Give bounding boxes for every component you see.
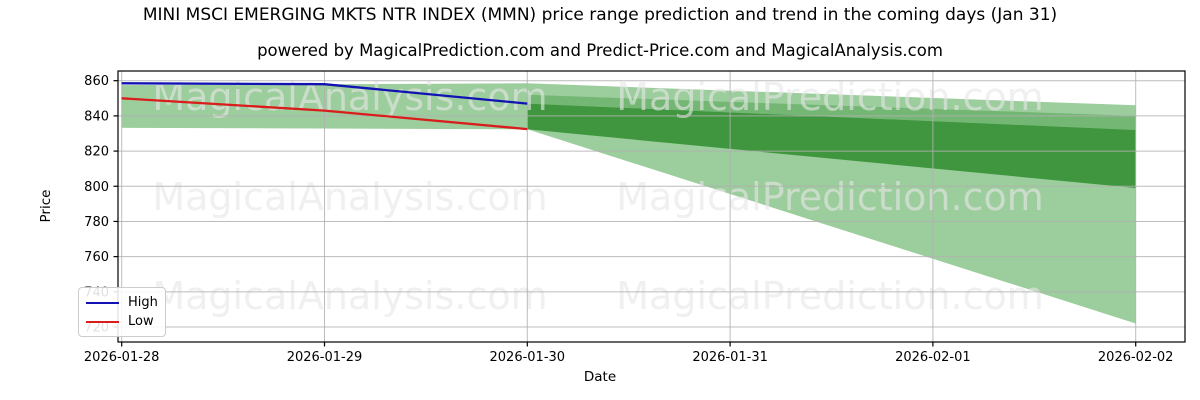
watermark-right: MagicalPrediction.com (616, 75, 1044, 119)
y-tick-label: 820 (84, 145, 109, 160)
watermark-left: MagicalAnalysis.com (152, 274, 547, 318)
x-tick-label: 2026-02-02 (1098, 350, 1174, 365)
watermark-right: MagicalPrediction.com (616, 175, 1044, 219)
watermark-right: MagicalPrediction.com (616, 274, 1044, 318)
y-tick-label: 780 (84, 215, 109, 230)
gridlines (118, 71, 1185, 342)
chart-title: MINI MSCI EMERGING MKTS NTR INDEX (MMN) … (142, 5, 1058, 25)
legend-label: High (128, 295, 158, 310)
y-axis-label: Price (38, 189, 54, 223)
legend-label: Low (128, 314, 154, 329)
x-tick-label: 2026-01-28 (84, 350, 160, 365)
watermark-left: MagicalAnalysis.com (152, 75, 547, 119)
low-line-swatch (86, 320, 119, 323)
y-tick-label: 860 (84, 74, 109, 89)
band-forecast-range-mid (527, 94, 1136, 130)
y-tick-label: 840 (84, 109, 109, 124)
x-tick-label: 2026-01-31 (692, 350, 768, 365)
x-tick-label: 2026-01-29 (287, 350, 363, 365)
legend: High Low (78, 287, 166, 337)
chart-subtitle: powered by MagicalPrediction.com and Pre… (257, 41, 943, 60)
x-tick-label: 2026-02-01 (895, 350, 971, 365)
high-line-swatch (86, 301, 119, 304)
axes-frame (117, 70, 1186, 343)
x-tick-label: 2026-01-30 (490, 350, 566, 365)
watermark-left: MagicalAnalysis.com (152, 175, 547, 219)
low-line (121, 97, 528, 131)
legend-item-low: Low (86, 312, 157, 331)
high-line (121, 82, 528, 105)
band-forecast-range-core (527, 103, 1136, 188)
legend-item-high: High (86, 293, 158, 312)
x-axis-label: Date (583, 369, 617, 385)
y-tick-label: 800 (84, 180, 109, 195)
y-tick-label: 760 (84, 250, 109, 265)
